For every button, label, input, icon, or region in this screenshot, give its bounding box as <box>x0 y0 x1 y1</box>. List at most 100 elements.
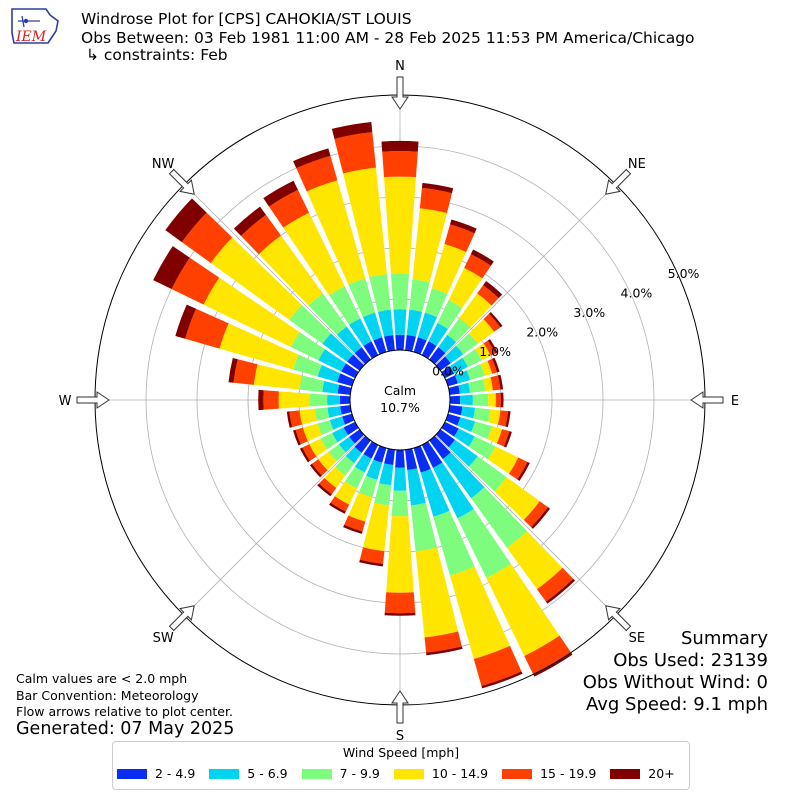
wind-bar-segment <box>322 380 340 394</box>
wind-bar-segment <box>309 438 327 457</box>
wind-bar-segment <box>175 304 197 339</box>
legend-item: 7 - 9.9 <box>301 766 380 781</box>
wind-bar-segment <box>153 246 190 290</box>
wind-bar-segment <box>481 671 523 689</box>
wind-bar-segment <box>309 393 328 407</box>
summary-title: Summary <box>681 628 768 649</box>
wind-bar-segment <box>293 148 331 169</box>
wind-bar-segment <box>473 407 491 423</box>
wind-bar-segment <box>289 410 303 428</box>
wind-bar-segment <box>437 299 463 330</box>
wind-bar-segment <box>457 417 476 432</box>
wind-bar-segment <box>508 457 528 480</box>
legend-label: 15 - 19.9 <box>540 766 597 781</box>
wind-bar-segment <box>332 427 349 443</box>
flow-note: Flow arrows relative to plot center. <box>16 704 233 719</box>
wind-bar-segment <box>185 308 229 349</box>
wind-bar-segment <box>299 447 311 463</box>
wind-bar-segment <box>448 405 463 416</box>
wind-bar-segment <box>460 406 476 419</box>
legend-item: 10 - 14.9 <box>393 766 488 781</box>
wind-bar-segment <box>413 445 431 473</box>
wind-bar-segment <box>382 151 418 178</box>
wind-bar-segment <box>309 463 322 478</box>
wind-bar-segment <box>438 334 457 354</box>
wind-bar-segment <box>308 293 347 335</box>
wind-bar-segment <box>336 326 362 354</box>
wind-bar-segment <box>494 477 540 520</box>
wind-bar-segment <box>290 331 325 361</box>
direction-label: NE <box>628 157 646 172</box>
wind-bar-segment <box>258 235 323 306</box>
wind-bar-segment <box>317 365 341 383</box>
wind-bar-segment <box>391 490 409 517</box>
legend-item: 20+ <box>610 766 675 781</box>
wind-bar-segment <box>377 309 394 337</box>
wind-bar-segment <box>444 224 475 252</box>
direction-arrow-icon <box>168 605 195 632</box>
wind-bar-segment <box>448 439 478 467</box>
wind-bar-segment <box>409 279 430 312</box>
wind-bar-segment <box>373 445 387 463</box>
wind-bar-segment <box>343 421 359 436</box>
radial-tick-label: 5.0% <box>668 266 700 281</box>
wind-bar-segment <box>348 278 376 318</box>
wind-bar-segment <box>406 309 423 337</box>
wind-bar-segment <box>337 384 352 395</box>
wind-bar-segment <box>358 475 378 498</box>
wind-bar-segment <box>435 429 455 448</box>
calm-value: 10.7% <box>380 400 420 415</box>
wind-bar-segment <box>395 334 405 351</box>
direction-label: E <box>731 394 739 409</box>
generated-date: Generated: 07 May 2025 <box>16 719 235 739</box>
wind-bar-segment <box>334 481 357 505</box>
wind-bar-segment <box>393 467 407 491</box>
wind-bar-segment <box>456 333 478 355</box>
wind-bar-segment <box>349 429 365 444</box>
wind-bar-segment <box>487 446 519 474</box>
wind-bar-segment <box>421 182 454 194</box>
calm-note: Calm values are < 2.0 mph <box>16 671 188 686</box>
legend: Wind Speed [mph] 2 - 4.9 5 - 6.9 7 - 9.9 10… <box>112 741 690 790</box>
wind-bar-segment <box>203 277 300 347</box>
direction-label: SE <box>629 631 645 646</box>
wind-bar-segment <box>466 363 485 381</box>
wind-bar-segment <box>253 364 303 390</box>
wind-bar-segment <box>354 454 372 473</box>
wind-bar-segment <box>472 393 489 407</box>
wind-bar-segment <box>219 323 299 370</box>
wind-bar-segment <box>410 502 438 552</box>
wind-bar-segment <box>424 631 462 653</box>
direction-arrow-icon <box>76 391 110 409</box>
wind-bar-segment <box>384 448 395 465</box>
wind-bar-segment <box>517 461 530 481</box>
wind-bar-segment <box>381 140 419 152</box>
chart-subtitle: Obs Between: 03 Feb 1981 11:00 AM - 28 F… <box>81 29 695 47</box>
wind-bar-segment <box>421 441 443 468</box>
wind-bar-segment <box>171 257 220 305</box>
radial-tick-label: 0.0% <box>432 364 464 379</box>
wind-bar-segment <box>468 379 486 393</box>
wind-bar-segment <box>369 274 391 312</box>
wind-bar-segment <box>337 373 355 387</box>
wind-bar-segment <box>445 413 461 426</box>
wind-bar-segment <box>524 635 571 675</box>
wind-bar-segment <box>523 501 548 528</box>
wind-bar-segment <box>450 566 510 659</box>
wind-bar-segment <box>496 429 510 447</box>
wind-bar-segment <box>505 411 511 428</box>
wind-bar-segment <box>263 180 298 207</box>
wind-bar-segment <box>343 167 387 278</box>
wind-bar-segment <box>339 395 351 405</box>
wind-bar-segment <box>497 374 504 390</box>
wind-bar-segment <box>329 416 346 430</box>
legend-swatch <box>393 768 424 779</box>
wind-bar-segment <box>386 516 414 593</box>
wind-bar-segment <box>441 421 459 437</box>
wind-bar-segment <box>488 393 496 407</box>
grid-spoke <box>184 435 365 616</box>
wind-bar-segment <box>302 444 317 461</box>
wind-bar-segment <box>344 466 365 489</box>
wind-bar-segment <box>328 444 346 462</box>
